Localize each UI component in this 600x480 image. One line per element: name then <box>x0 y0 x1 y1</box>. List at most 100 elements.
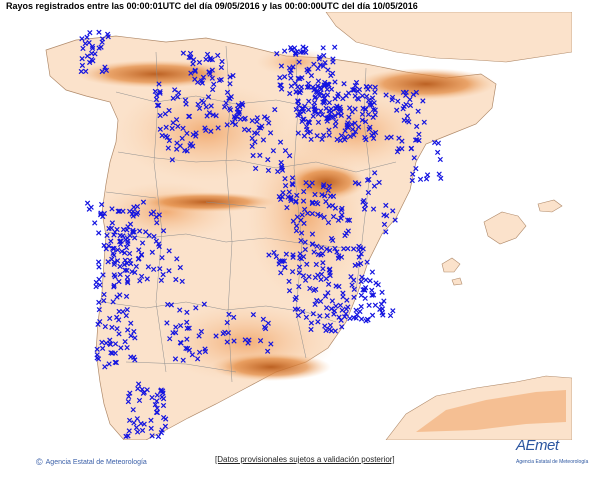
lightning-strike-marker <box>369 269 376 275</box>
lightning-strike-marker <box>325 81 331 87</box>
lightning-strike-marker <box>351 286 357 293</box>
lightning-strike-marker <box>201 301 207 307</box>
lightning-strike-marker <box>337 106 343 113</box>
lightning-strike-marker <box>188 141 194 147</box>
lightning-strike-marker <box>228 94 234 100</box>
lightning-strike-marker <box>130 208 136 215</box>
lightning-strike-marker <box>138 420 144 427</box>
lightning-strike-marker <box>195 101 201 108</box>
lightning-strike-marker <box>123 312 129 319</box>
lightning-strike-marker <box>204 51 211 57</box>
lightning-strike-marker <box>334 249 340 255</box>
lightning-strike-marker <box>107 315 113 322</box>
lightning-strike-marker <box>346 114 352 120</box>
lightning-strike-marker <box>103 67 110 74</box>
lightning-strike-marker <box>157 126 163 132</box>
lightning-strike-marker <box>237 116 244 122</box>
lightning-strike-marker <box>344 122 350 128</box>
lightning-strike-marker <box>154 102 161 109</box>
lightning-strike-marker <box>175 123 181 129</box>
lightning-strike-marker <box>208 103 214 109</box>
lightning-strike-marker <box>99 345 106 352</box>
lightning-strike-marker <box>122 257 128 263</box>
lightning-strike-marker <box>261 324 268 330</box>
lightning-strike-marker <box>421 119 427 125</box>
lightning-strike-marker <box>246 337 252 343</box>
lightning-strike-marker <box>155 102 162 109</box>
lightning-strike-marker <box>257 152 263 158</box>
lightning-strike-marker <box>293 49 299 56</box>
lightning-strike-marker <box>109 324 115 331</box>
lightning-strike-marker <box>334 136 340 143</box>
lightning-strike-marker <box>177 264 183 271</box>
lightning-strike-marker <box>298 230 305 236</box>
lightning-strike-marker <box>282 183 289 189</box>
lightning-strike-marker <box>125 433 131 439</box>
lightning-strike-marker <box>100 272 106 278</box>
lightning-strike-marker <box>336 314 342 320</box>
lightning-strike-marker <box>224 89 231 96</box>
lightning-strike-marker <box>301 116 307 122</box>
lightning-strike-marker <box>372 302 379 308</box>
lightning-strike-marker <box>136 397 143 404</box>
lightning-strike-marker <box>335 93 341 100</box>
lightning-strike-marker <box>172 329 179 336</box>
lightning-strike-marker <box>359 274 365 280</box>
lightning-strike-marker <box>163 124 169 130</box>
lightning-strike-marker <box>311 61 317 67</box>
lightning-strike-marker <box>332 79 338 85</box>
lightning-strike-marker <box>282 176 288 182</box>
lightning-strike-marker <box>224 319 230 326</box>
lightning-strike-marker <box>415 108 421 114</box>
lightning-strike-marker <box>290 64 296 70</box>
lightning-strike-marker <box>300 308 306 315</box>
lightning-strike-marker <box>205 94 212 100</box>
lightning-strike-marker <box>265 156 271 163</box>
lightning-strike-marker <box>365 111 372 118</box>
lightning-strike-marker <box>280 190 286 196</box>
lightning-strike-marker <box>139 240 146 246</box>
lightning-strike-marker <box>154 92 160 99</box>
lightning-strike-marker <box>231 314 237 320</box>
lightning-strike-marker <box>379 310 385 316</box>
lightning-strike-marker <box>105 259 111 265</box>
lightning-strike-marker <box>320 99 326 105</box>
lightning-strike-marker <box>109 220 116 226</box>
lightning-strike-marker <box>108 350 114 356</box>
lightning-strike-marker <box>290 182 296 188</box>
lightning-strike-marker <box>122 339 128 345</box>
lightning-strike-marker <box>144 276 150 282</box>
lightning-strike-marker <box>152 88 158 95</box>
lightning-strike-marker <box>302 246 308 253</box>
lightning-strike-marker <box>166 268 172 274</box>
aemet-logo-subtitle: Agencia Estatal de Meteorología <box>516 459 589 465</box>
lightning-strike-marker <box>124 274 131 280</box>
lightning-strike-marker <box>340 294 346 300</box>
lightning-strike-marker <box>196 349 203 355</box>
lightning-strike-marker <box>160 271 166 278</box>
lightning-strike-marker <box>261 114 268 120</box>
lightning-strike-marker <box>164 320 170 326</box>
lightning-strike-marker <box>193 305 199 311</box>
lightning-strike-marker <box>232 121 239 128</box>
lightning-strike-marker <box>326 127 332 133</box>
lightning-strike-marker <box>265 320 271 326</box>
lightning-strike-marker <box>131 235 138 241</box>
lightning-strike-marker <box>196 105 203 112</box>
lightning-strike-marker <box>124 260 130 267</box>
lightning-strike-marker <box>131 354 137 360</box>
lightning-strike-marker <box>192 67 198 73</box>
lightning-strike-marker <box>200 74 207 80</box>
mallorca <box>483 211 527 245</box>
lightning-strike-marker <box>400 106 406 112</box>
lightning-strike-marker <box>182 147 188 154</box>
lightning-strike-marker <box>237 104 243 110</box>
lightning-strike-marker <box>308 136 314 142</box>
lightning-strike-marker <box>130 407 136 413</box>
lightning-strike-marker <box>407 96 413 103</box>
lightning-strike-marker <box>364 93 370 99</box>
lightning-strike-marker <box>121 261 127 268</box>
lightning-strike-marker <box>321 214 327 220</box>
lightning-strike-marker <box>117 232 123 239</box>
lightning-strike-marker <box>383 202 389 209</box>
